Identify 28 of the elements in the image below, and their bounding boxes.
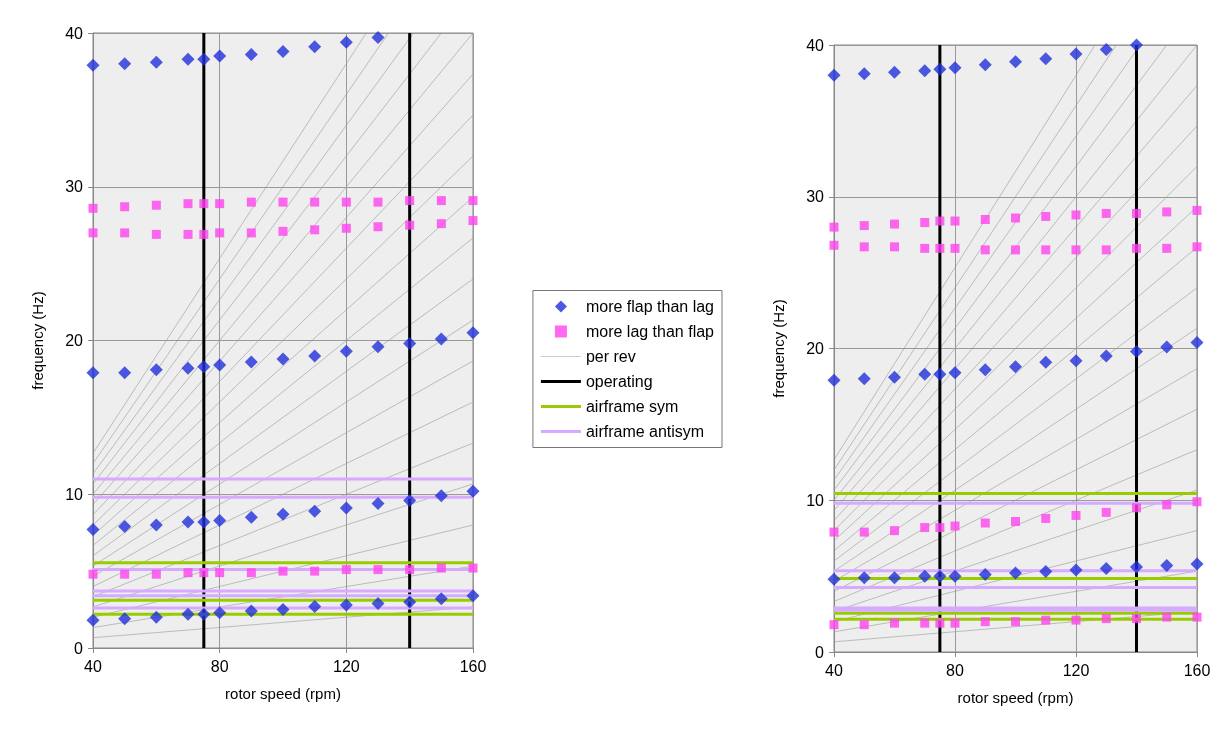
y-tick-label: 10 <box>65 485 84 503</box>
legend-label: airframe sym <box>585 398 679 415</box>
y-tick-label: 40 <box>806 36 825 54</box>
x-tick-label: 40 <box>825 661 843 679</box>
y-tick-label: 20 <box>65 332 84 349</box>
legend-label: operating <box>585 373 653 390</box>
y-tick-label: 10 <box>806 491 825 509</box>
y-tick-label: 30 <box>65 178 84 196</box>
y-tick-label: 20 <box>806 340 825 357</box>
x-tick-label: 120 <box>332 657 360 675</box>
y-tick-label: 0 <box>815 643 825 661</box>
x-tick-label: 160 <box>1183 661 1211 679</box>
x-tick-label: 80 <box>946 661 964 679</box>
y-axis-title: frequency (Hz) <box>29 291 46 390</box>
legend-label: more lag than flap <box>585 323 715 340</box>
x-axis-title: rotor speed (rpm) <box>225 685 341 702</box>
y-tick-label: 30 <box>806 188 825 206</box>
x-tick-label: 80 <box>210 657 229 675</box>
y-tick-label: 0 <box>74 639 84 657</box>
x-tick-label: 40 <box>84 657 102 675</box>
x-tick-label: 120 <box>1062 661 1090 679</box>
legend-label: per rev <box>585 348 636 365</box>
legend-label: airframe antisym <box>585 423 705 440</box>
y-tick-label: 40 <box>65 24 84 42</box>
x-tick-label: 160 <box>459 657 487 675</box>
legend-label: more flap than lag <box>585 298 714 315</box>
y-axis-title: frequency (Hz) <box>770 299 787 398</box>
x-axis-title: rotor speed (rpm) <box>957 689 1074 706</box>
